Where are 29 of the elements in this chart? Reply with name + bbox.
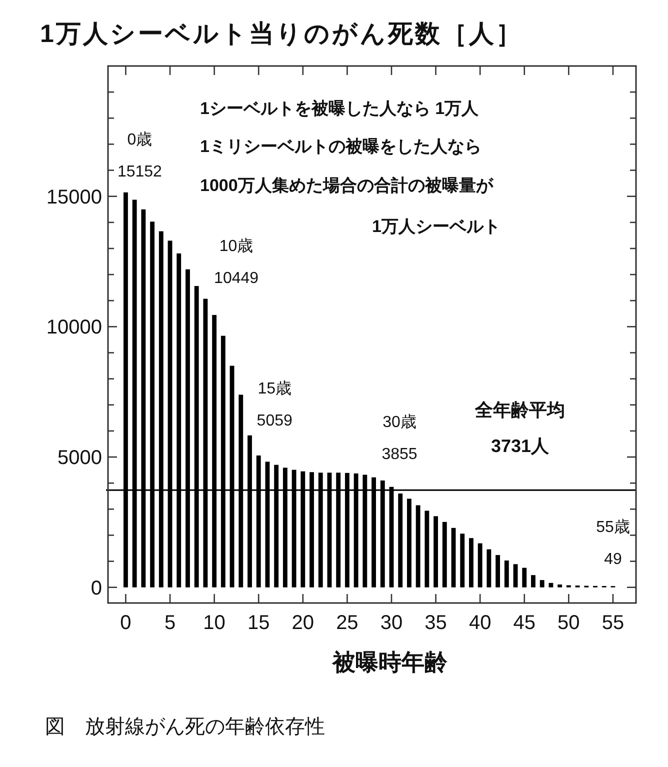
x-tick-label: 30: [380, 612, 403, 634]
ref-line-label: 全年齢平均 3731人: [474, 400, 565, 456]
y-tick-label: 15000: [46, 186, 102, 208]
x-tick-label: 45: [513, 612, 536, 634]
x-tick-label: 15: [247, 612, 270, 634]
x-tick-label: 35: [424, 612, 447, 634]
annotation: 15歳 5059: [256, 379, 292, 430]
annotation: 10歳 10449: [214, 236, 259, 287]
annotation: 1シーベルトを被曝した人なら 1万人: [200, 99, 480, 118]
y-tick-label: 0: [90, 577, 102, 600]
y-tick-label: 5000: [58, 447, 102, 470]
annotation: 1ミリシーベルトの被曝をした人なら: [200, 137, 482, 156]
x-tick-label: 50: [558, 612, 580, 634]
x-axis-title: 被曝時年齢: [332, 649, 448, 675]
annotation: 55歳 49: [596, 518, 630, 568]
x-tick-label: 55: [602, 612, 624, 634]
x-tick-label: 25: [336, 612, 358, 634]
y-tick-label: 10000: [46, 316, 102, 339]
x-tick-label: 5: [164, 612, 176, 634]
x-tick-label: 20: [292, 612, 314, 634]
annotation: 0歳 15152: [117, 130, 162, 180]
annotation: 1万人シーベルト: [372, 217, 500, 236]
annotation: 1000万人集めた場合の合計の被曝量が: [200, 176, 494, 195]
text: 図 放射線がん死の年齢依存性: [45, 716, 325, 738]
x-tick-label: 40: [468, 612, 492, 634]
chart-title: 1万人シーベルト当りのがん死数［人］: [40, 20, 523, 48]
annotation: 30歳 3855: [382, 412, 418, 463]
x-tick-label: 10: [203, 612, 226, 634]
x-tick-label: 0: [120, 612, 132, 634]
